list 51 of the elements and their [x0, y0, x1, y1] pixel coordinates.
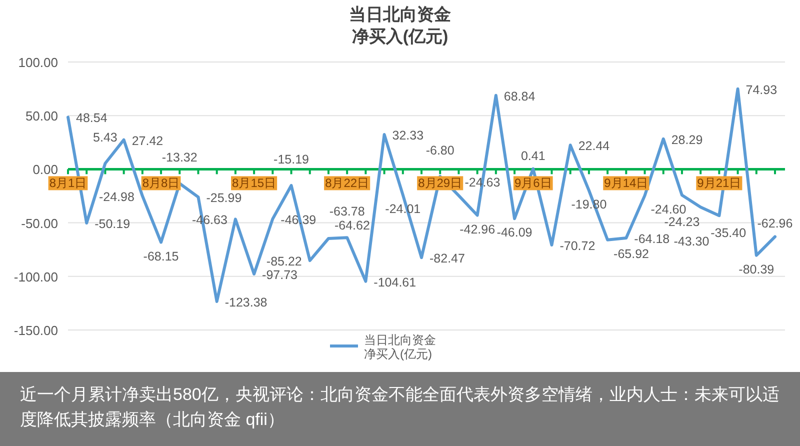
data-label: 68.84 [504, 89, 536, 104]
y-tick-label: 100.00 [18, 55, 58, 70]
data-label: -104.61 [374, 275, 416, 290]
data-label: 32.33 [392, 128, 424, 143]
data-label: -43.30 [674, 234, 710, 249]
x-tick-label: 9月14日 [604, 176, 648, 190]
data-label: -70.72 [560, 239, 596, 254]
data-label: -123.38 [224, 295, 268, 310]
y-tick-label: -50.00 [21, 216, 58, 231]
x-tick-label: 8月1日 [49, 176, 87, 190]
data-label: 28.29 [671, 132, 703, 147]
y-tick-label: -150.00 [14, 323, 58, 338]
data-label: -42.96 [460, 222, 496, 236]
data-label: -24.98 [98, 190, 134, 204]
y-tick-label: -100.00 [14, 269, 58, 284]
data-label: -62.96 [757, 216, 793, 231]
data-label: -6.80 [426, 143, 454, 158]
x-tick-label: 8月8日 [142, 176, 180, 190]
data-label: -50.19 [94, 217, 130, 232]
data-label: -24.60 [650, 202, 686, 217]
y-tick-label: 0.00 [32, 162, 58, 178]
data-label: -82.47 [430, 252, 465, 266]
data-label: 5.43 [93, 130, 118, 144]
data-label: 0.41 [520, 148, 546, 163]
x-tick-label: 8月22日 [325, 176, 370, 190]
y-tick-label: 50.00 [25, 108, 58, 124]
data-label: -85.22 [266, 254, 302, 269]
data-label: -15.19 [274, 152, 310, 166]
text: 近一个月累计净卖出580亿，央视评论：北向资金不能全面代表外资多空情绪，业内人士：未来可以适度降低其披露频率（北向资金 qfii） [0, 372, 800, 446]
data-label: -24.23 [664, 215, 700, 230]
data-label: -68.15 [143, 249, 179, 264]
data-label: 22.44 [578, 139, 610, 154]
data-label: -35.40 [710, 226, 746, 240]
data-label: -13.32 [162, 150, 198, 164]
data-label: -80.39 [738, 262, 774, 276]
data-label: -25.99 [206, 191, 242, 206]
legend-label: 当日北向资金净买入(亿元) [364, 333, 436, 361]
data-label: 48.54 [76, 111, 108, 126]
data-label: -64.62 [334, 218, 370, 232]
data-label: -65.92 [614, 246, 650, 261]
x-tick-label: 9月6日 [514, 176, 552, 190]
chart-title: 当日北向资金净买入(亿元) [349, 5, 451, 46]
data-label: -97.73 [262, 268, 298, 282]
data-label: 27.42 [132, 134, 164, 148]
data-label: -64.18 [634, 232, 670, 246]
x-tick-label: 8月15日 [232, 176, 276, 190]
data-label: -63.78 [329, 204, 365, 219]
x-tick-label: 8月29日 [418, 176, 462, 190]
data-label: -46.09 [496, 226, 532, 240]
data-label: 74.93 [746, 82, 778, 97]
x-tick-label: 9月21日 [697, 176, 742, 190]
